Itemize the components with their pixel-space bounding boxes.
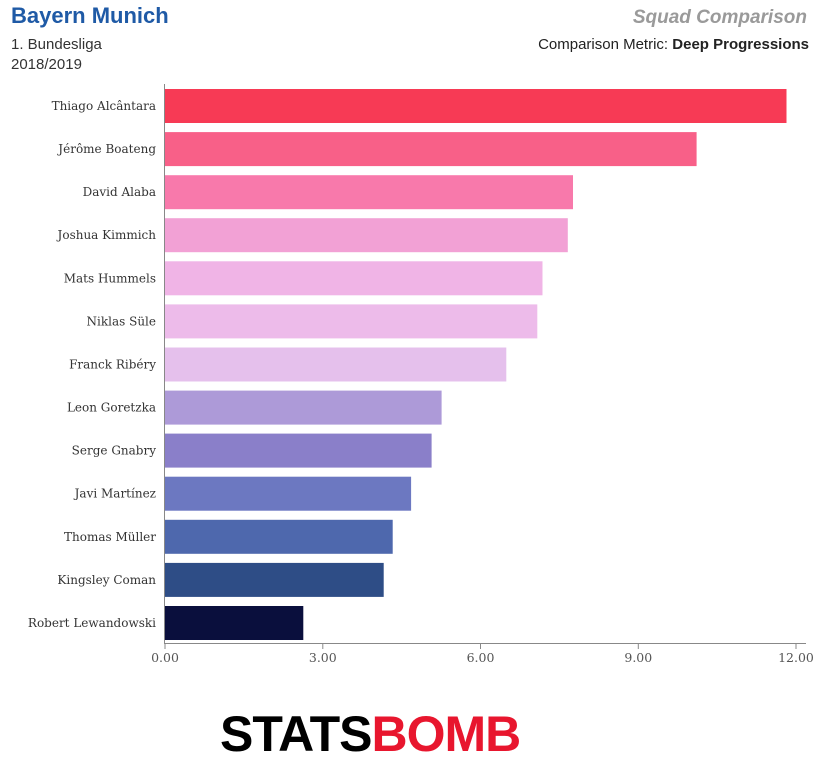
y-tick-label: Javi Martínez <box>73 487 156 501</box>
chart-title: Squad Comparison <box>632 7 807 28</box>
x-tick-label: 6.00 <box>467 650 495 665</box>
bar <box>165 175 573 210</box>
y-tick-label: Franck Ribéry <box>69 358 156 372</box>
bar <box>165 261 543 296</box>
bar <box>165 433 432 468</box>
bar <box>165 132 697 167</box>
y-tick-label: Jérôme Boateng <box>56 142 156 156</box>
logo-stats: STATS <box>220 706 372 762</box>
team-title: Bayern Munich <box>11 3 169 28</box>
bar <box>165 218 568 253</box>
bar <box>165 89 787 123</box>
y-tick-label: Mats Hummels <box>64 271 156 285</box>
bar <box>165 304 538 339</box>
statsbomb-logo: STATSBOMB <box>220 704 521 764</box>
league-name: 1. Bundesliga <box>11 36 102 53</box>
y-tick-label: Thomas Müller <box>64 530 156 544</box>
y-tick-label: David Alaba <box>83 185 156 199</box>
bar <box>165 476 412 511</box>
bar <box>165 519 393 554</box>
x-tick-label: 9.00 <box>624 650 652 665</box>
y-tick-label: Niklas Süle <box>87 314 156 328</box>
y-axis-labels: Thiago Alcântara Jérôme Boateng David Alab… <box>28 99 156 630</box>
x-axis-ticks: 0.00 3.00 6.00 9.00 12.00 <box>151 643 814 665</box>
y-tick-label: Leon Goretzka <box>67 401 156 415</box>
logo-bomb: BOMB <box>371 706 521 762</box>
x-tick-label: 3.00 <box>309 650 337 665</box>
y-tick-label: Joshua Kimmich <box>56 228 157 242</box>
bar-chart: Thiago Alcântara Jérôme Boateng David Alab… <box>28 84 814 665</box>
metric-value: Deep Progressions <box>672 36 809 53</box>
comparison-metric: Comparison Metric: Deep Progressions <box>538 36 809 53</box>
bars-group <box>165 89 787 640</box>
y-tick-label: Robert Lewandowski <box>28 616 156 630</box>
y-tick-label: Thiago Alcântara <box>52 99 156 113</box>
x-tick-label: 0.00 <box>151 650 179 665</box>
y-tick-label: Kingsley Coman <box>57 573 156 587</box>
season-label: 2018/2019 <box>11 56 82 73</box>
bar <box>165 347 507 382</box>
y-tick-label: Serge Gnabry <box>72 444 157 458</box>
metric-label: Comparison Metric: <box>538 36 669 53</box>
bar <box>165 390 442 425</box>
bar <box>165 606 304 640</box>
x-tick-label: 12.00 <box>778 650 814 665</box>
bar <box>165 562 384 597</box>
